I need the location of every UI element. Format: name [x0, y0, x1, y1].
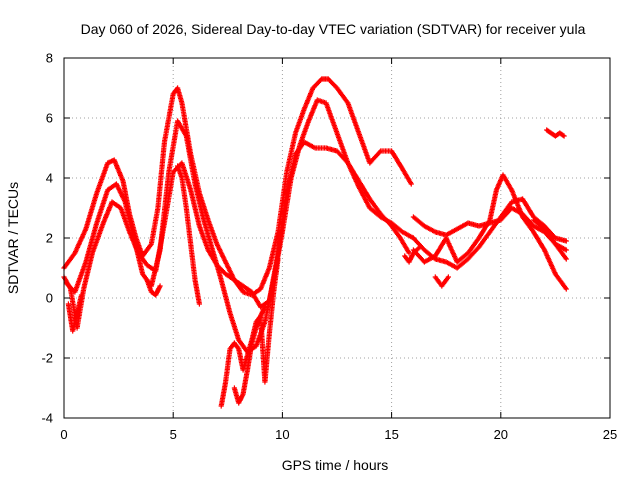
grid-layer: [64, 58, 610, 418]
data-points: [544, 127, 567, 139]
series-track-5: [144, 277, 163, 298]
data-points: [231, 256, 281, 406]
x-axis-label: GPS time / hours: [282, 457, 389, 473]
chart-title: Day 060 of 2026, Sidereal Day-to-day VTE…: [81, 21, 586, 37]
data-layer: [61, 76, 569, 409]
y-tick-label: 4: [46, 171, 53, 186]
series-track-14: [531, 217, 569, 262]
series-track-8: [231, 256, 281, 406]
x-tick-label: 15: [384, 427, 398, 442]
series-track-6: [175, 163, 202, 307]
data-points: [144, 277, 163, 298]
y-tick-label: 6: [46, 111, 53, 126]
data-points: [61, 139, 412, 331]
x-tick-label: 5: [170, 427, 177, 442]
x-tick-label: 20: [494, 427, 508, 442]
x-tick-label: 10: [275, 427, 289, 442]
y-tick-label: -4: [41, 411, 53, 426]
data-points: [410, 172, 569, 292]
series-track-12: [410, 172, 569, 292]
data-points: [432, 274, 451, 289]
data-points: [63, 97, 416, 355]
series-track-13: [432, 274, 451, 289]
series-track-2: [63, 97, 416, 355]
y-tick-label: 0: [46, 291, 53, 306]
series-track-4: [65, 292, 85, 334]
y-tick-label: 2: [46, 231, 53, 246]
x-tick-label: 25: [603, 427, 617, 442]
data-points: [531, 217, 569, 262]
series-track-3: [61, 139, 412, 331]
y-tick-label: 8: [46, 51, 53, 66]
data-points: [65, 292, 85, 334]
y-tick-label: -2: [41, 351, 53, 366]
series-track-15: [544, 127, 567, 139]
x-tick-label: 0: [60, 427, 67, 442]
y-axis-label: SDTVAR / TECUs: [5, 182, 21, 294]
tick-layer: 0 5 10 15 20 25 -4 -2 0 2 4 6 8: [41, 51, 617, 443]
data-points: [175, 163, 202, 307]
